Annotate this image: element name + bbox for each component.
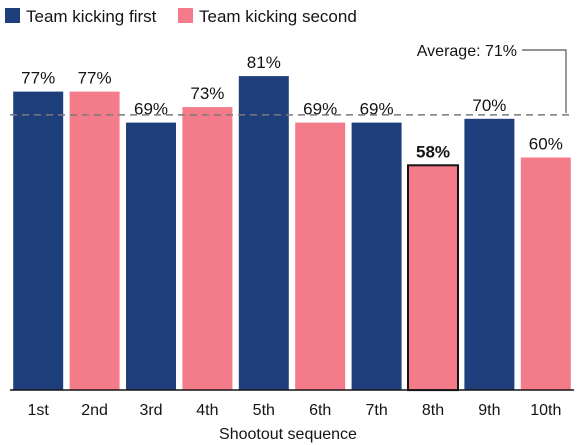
bar-8th (407, 164, 459, 392)
x-tick-label-3rd: 3rd (139, 402, 162, 419)
x-tick-label-8th: 8th (422, 402, 444, 419)
bar-3rd (126, 122, 176, 390)
x-tick-label-4th: 4th (196, 402, 218, 419)
bar-10th (520, 157, 571, 390)
x-tick-label-5th: 5th (253, 402, 275, 419)
bar-1st (13, 91, 64, 390)
legend-label-team-kicking-first: Team kicking first (26, 7, 157, 26)
legend-swatch-team-kicking-first (5, 8, 20, 23)
x-tick-label-9th: 9th (478, 402, 500, 419)
value-label-7th: 69% (360, 100, 394, 119)
x-tick-label-1st: 1st (28, 402, 50, 419)
value-label-9th: 70% (472, 96, 506, 115)
value-label-4th: 73% (190, 84, 224, 103)
bar-4th (182, 107, 233, 390)
average-label: Average: 71% (417, 43, 517, 60)
x-tick-label-7th: 7th (365, 402, 387, 419)
bars (13, 76, 571, 392)
legend-swatch-team-kicking-second (178, 8, 193, 23)
bar-9th (464, 118, 515, 391)
bar-7th (351, 122, 402, 390)
value-label-5th: 81% (247, 53, 281, 72)
value-label-8th: 58% (416, 142, 450, 161)
average-label-connector (522, 49, 567, 113)
value-label-1st: 77% (21, 69, 55, 88)
legend-label-team-kicking-second: Team kicking second (199, 7, 357, 26)
x-tick-label-2nd: 2nd (81, 402, 108, 419)
x-axis-tick-labels: 1st 2nd 3rd 4th 5th 6th 7th 8th 9th 10th (28, 402, 562, 419)
x-tick-label-10th: 10th (530, 402, 561, 419)
bar-2nd (69, 91, 120, 390)
legend: Team kicking first Team kicking second (5, 7, 357, 26)
value-label-10th: 60% (529, 135, 563, 154)
bar-5th (238, 76, 289, 390)
value-label-2nd: 77% (78, 69, 112, 88)
x-axis-title: Shootout sequence (219, 426, 357, 443)
value-label-6th: 69% (303, 100, 337, 119)
value-labels: 77% 77% 69% 73% 81% 69% 69% 58% 70% 60% (21, 53, 563, 161)
value-label-3rd: 69% (134, 100, 168, 119)
x-tick-label-6th: 6th (309, 402, 331, 419)
bar-6th (295, 122, 346, 390)
